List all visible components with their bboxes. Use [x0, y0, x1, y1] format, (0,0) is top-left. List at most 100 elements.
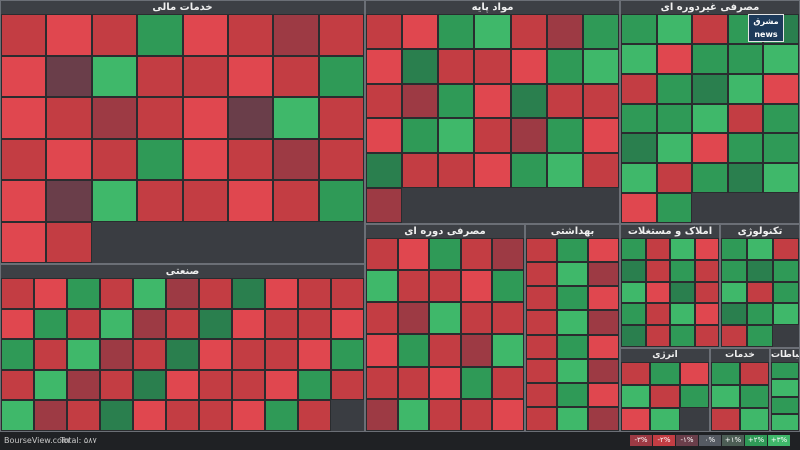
- stock-tile[interactable]: [137, 55, 183, 97]
- stock-tile[interactable]: [366, 398, 398, 431]
- stock-tile[interactable]: [582, 83, 619, 119]
- stock-tile[interactable]: [727, 73, 764, 104]
- stock-tile[interactable]: [526, 238, 557, 263]
- stock-tile[interactable]: [227, 180, 274, 222]
- stock-tile[interactable]: [474, 83, 511, 119]
- stock-tile[interactable]: [100, 369, 133, 401]
- stock-tile[interactable]: [656, 14, 693, 44]
- sector-consumer-cyclical[interactable]: مصرفی دوره ای: [365, 224, 525, 432]
- stock-tile[interactable]: [650, 385, 680, 408]
- stock-tile[interactable]: [438, 153, 475, 189]
- stock-tile[interactable]: [474, 153, 511, 189]
- stock-tile[interactable]: [721, 238, 747, 260]
- stock-tile[interactable]: [133, 400, 166, 431]
- stock-tile[interactable]: [557, 382, 588, 407]
- stock-tile[interactable]: [670, 325, 695, 347]
- stock-tile[interactable]: [692, 163, 728, 194]
- stock-tile[interactable]: [557, 406, 588, 431]
- stock-tile[interactable]: [526, 382, 557, 407]
- stock-tile[interactable]: [692, 14, 728, 44]
- stock-tile[interactable]: [645, 303, 670, 326]
- stock-tile[interactable]: [273, 97, 319, 139]
- stock-tile[interactable]: [366, 270, 398, 303]
- stock-tile[interactable]: [137, 97, 183, 139]
- stock-tile[interactable]: [100, 308, 133, 340]
- stock-tile[interactable]: [526, 286, 557, 311]
- stock-tile[interactable]: [656, 73, 693, 104]
- stock-tile[interactable]: [621, 193, 657, 223]
- stock-tile[interactable]: [133, 369, 166, 401]
- stock-tile[interactable]: [366, 14, 403, 49]
- stock-tile[interactable]: [557, 286, 588, 311]
- stock-tile[interactable]: [91, 55, 138, 97]
- stock-tile[interactable]: [773, 303, 799, 326]
- stock-tile[interactable]: [694, 281, 719, 304]
- stock-tile[interactable]: [656, 43, 693, 74]
- sector-healthcare[interactable]: بهداشتی: [525, 224, 620, 432]
- stock-tile[interactable]: [670, 281, 695, 304]
- stock-tile[interactable]: [645, 259, 670, 282]
- stock-tile[interactable]: [1, 221, 47, 263]
- stock-tile[interactable]: [621, 238, 646, 260]
- stock-tile[interactable]: [694, 303, 719, 326]
- stock-tile[interactable]: [763, 163, 799, 194]
- stock-tile[interactable]: [492, 334, 524, 367]
- stock-tile[interactable]: [273, 55, 319, 97]
- stock-tile[interactable]: [492, 398, 524, 431]
- stock-tile[interactable]: [199, 369, 232, 401]
- stock-tile[interactable]: [588, 334, 619, 359]
- stock-tile[interactable]: [656, 193, 693, 223]
- stock-tile[interactable]: [366, 366, 398, 399]
- stock-tile[interactable]: [133, 308, 166, 340]
- stock-tile[interactable]: [1, 369, 34, 401]
- sector-energy[interactable]: انرژی: [620, 348, 710, 432]
- stock-tile[interactable]: [402, 83, 439, 119]
- stock-tile[interactable]: [397, 238, 430, 271]
- stock-tile[interactable]: [582, 118, 619, 154]
- stock-tile[interactable]: [588, 262, 619, 287]
- stock-tile[interactable]: [650, 362, 680, 385]
- stock-tile[interactable]: [711, 385, 740, 408]
- stock-tile[interactable]: [588, 238, 619, 263]
- stock-tile[interactable]: [273, 138, 319, 180]
- stock-tile[interactable]: [771, 396, 799, 414]
- stock-tile[interactable]: [711, 362, 740, 385]
- stock-tile[interactable]: [510, 48, 547, 84]
- stock-tile[interactable]: [740, 385, 769, 408]
- stock-tile[interactable]: [492, 366, 524, 399]
- stock-tile[interactable]: [492, 238, 524, 271]
- stock-tile[interactable]: [645, 238, 670, 260]
- stock-tile[interactable]: [621, 281, 646, 304]
- stock-tile[interactable]: [546, 153, 583, 189]
- stock-tile[interactable]: [67, 369, 100, 401]
- stock-tile[interactable]: [557, 238, 588, 263]
- stock-tile[interactable]: [91, 14, 138, 56]
- stock-tile[interactable]: [182, 97, 228, 139]
- stock-tile[interactable]: [438, 48, 475, 84]
- stock-tile[interactable]: [588, 310, 619, 335]
- stock-tile[interactable]: [366, 118, 403, 154]
- stock-tile[interactable]: [460, 366, 493, 399]
- stock-tile[interactable]: [460, 238, 493, 271]
- stock-tile[interactable]: [366, 188, 403, 223]
- stock-tile[interactable]: [397, 334, 430, 367]
- stock-tile[interactable]: [429, 366, 461, 399]
- stock-tile[interactable]: [557, 358, 588, 383]
- stock-tile[interactable]: [366, 83, 403, 119]
- stock-tile[interactable]: [227, 14, 274, 56]
- stock-tile[interactable]: [402, 118, 439, 154]
- stock-tile[interactable]: [727, 163, 764, 194]
- stock-tile[interactable]: [692, 103, 728, 134]
- stock-tile[interactable]: [621, 73, 657, 104]
- stock-tile[interactable]: [137, 14, 183, 56]
- stock-tile[interactable]: [1, 339, 34, 370]
- stock-tile[interactable]: [711, 408, 740, 431]
- stock-tile[interactable]: [46, 221, 92, 263]
- stock-tile[interactable]: [621, 163, 657, 194]
- stock-tile[interactable]: [492, 270, 524, 303]
- sector-communications[interactable]: ارتباطات: [770, 348, 800, 432]
- stock-tile[interactable]: [429, 398, 461, 431]
- sector-technology[interactable]: تکنولوژی: [720, 224, 800, 348]
- stock-tile[interactable]: [721, 303, 747, 326]
- stock-tile[interactable]: [526, 406, 557, 431]
